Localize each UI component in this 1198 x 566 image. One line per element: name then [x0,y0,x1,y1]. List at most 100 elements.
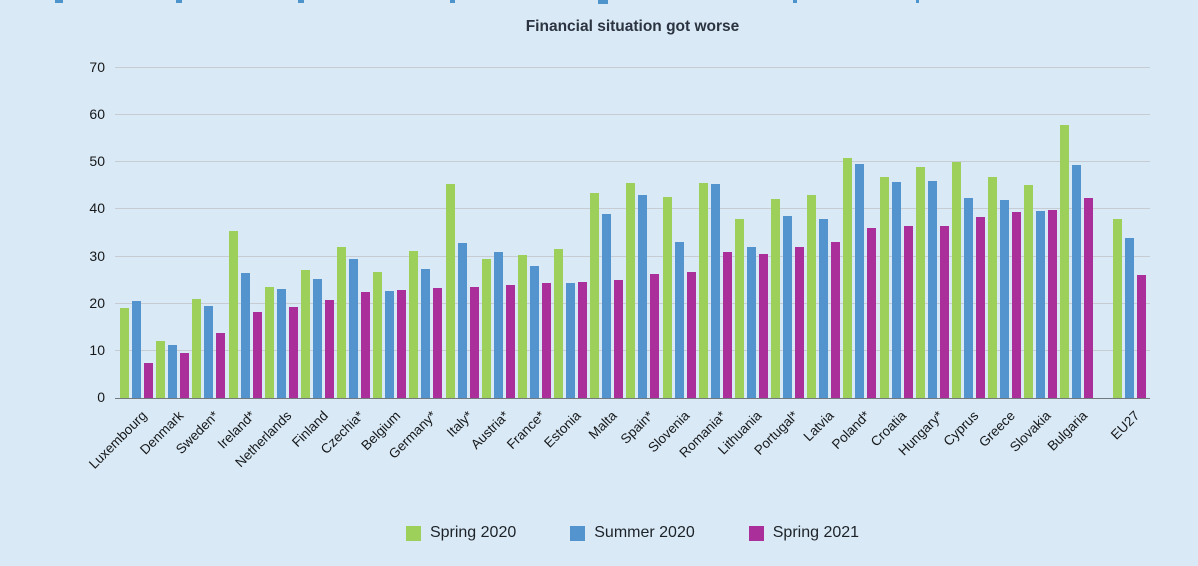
bar-spring-2021 [650,273,660,398]
bar-spring-2021 [144,362,153,398]
bar-groups: Luxembourg Denmark Sweden* Ireland* Netherla… [86,68,1150,472]
bar-group-slovakia: Slovakia [1007,68,1058,455]
bar-group-romania: Romania* [676,68,732,461]
bar-spring-2021 [903,226,913,398]
y-axis: 0 10 20 30 40 50 60 70 [0,60,105,404]
bar-summer-2020 [891,182,901,398]
bar-summer-2020 [385,291,395,398]
x-axis-label: Poland* [829,408,874,453]
bar-spring-2020 [771,198,781,398]
x-axis-label: France* [503,408,548,453]
bar-group-denmark: Denmark [137,68,190,457]
bar-summer-2020 [204,306,214,398]
clipped-header-fragment [793,0,797,3]
bar-summer-2020 [602,214,612,398]
bar-spring-2021 [686,271,696,398]
bar-spring-2021 [469,287,479,398]
bar-summer-2020 [240,273,250,398]
clipped-header-fragment [598,0,608,4]
bar-spring-2021 [252,312,262,398]
legend-swatch [748,525,764,541]
bar-summer-2020 [529,266,539,398]
y-tick-label-70: 70 [89,59,105,75]
chart-title: Financial situation got worse [525,18,740,35]
legend: Spring 2020 Summer 2020 Spring 2021 [115,524,1150,542]
bar-spring-2020 [120,308,129,398]
bar-spring-2020 [807,195,817,398]
legend-item-summer-2020: Summer 2020 [570,524,695,542]
plot-area: Luxembourg Denmark Sweden* Ireland* Netherla… [86,67,1150,472]
bar-spring-2020 [698,182,708,398]
bar-spring-2021 [722,252,732,398]
bar-spring-2020 [228,231,238,398]
legend-label: Spring 2020 [429,524,517,541]
y-tick-label-50: 50 [89,153,105,170]
bar-summer-2020 [819,218,829,398]
bar-group-lithuania: Lithuania [715,68,768,457]
x-axis-label: Malta [586,408,620,442]
bar-spring-2021 [831,242,841,398]
bar-spring-2020 [590,192,600,398]
legend-label: Spring 2021 [772,524,860,541]
bar-summer-2020 [276,289,286,398]
bar-summer-2020 [1072,165,1082,398]
bar-summer-2020 [1000,200,1010,398]
x-axis-label: Italy* [443,408,476,440]
legend-label: Summer 2020 [594,524,695,541]
bar-group-belgium: Belgium [358,68,407,453]
bar-group-ireland: Ireland* [215,68,262,452]
bar-spring-2020 [662,196,672,398]
bar-summer-2020 [1036,210,1046,398]
bar-spring-2020 [156,341,166,398]
bar-summer-2020 [783,216,793,398]
bar-group-austria: Austria* [467,68,515,452]
bar-spring-2020 [445,183,455,398]
clipped-header-fragment [176,0,182,3]
bar-spring-2020 [264,287,274,398]
bar-group-netherlands: Netherlands [232,68,298,470]
bar-spring-2021 [1136,274,1146,398]
bar-spring-2021 [505,284,515,398]
bar-spring-2020 [915,167,925,398]
bar-summer-2020 [855,163,865,398]
bar-spring-2021 [288,306,298,398]
x-axis-label: Estonia [541,408,584,451]
x-axis-label: Cyprus [940,408,982,449]
bar-spring-2021 [578,282,588,398]
bar-spring-2020 [951,162,961,398]
bar-spring-2020 [734,219,744,398]
bar-spring-2021 [975,217,985,398]
x-axis-label: Austria* [467,408,512,453]
bar-group-greece: Greece [976,68,1022,450]
bar-spring-2021 [1012,212,1022,398]
bar-spring-2021 [758,253,768,398]
bar-group-cyprus: Cyprus [941,68,985,449]
bar-group-portugal: Portugal* [751,68,805,458]
bar-spring-2020 [337,247,347,398]
bar-group-finland: Finland [289,68,334,450]
bar-spring-2020 [373,272,383,398]
clipped-header-fragment [450,0,455,3]
bar-group-czechia: Czechia* [318,68,371,457]
y-tick-label-0: 0 [97,389,105,405]
bar-summer-2020 [312,278,322,398]
legend-swatch [570,525,586,541]
bar-spring-2020 [481,258,491,398]
bar-spring-2021 [1084,198,1094,398]
bar-spring-2021 [397,289,407,398]
y-tick-label-30: 30 [89,247,105,264]
bar-spring-2021 [939,226,949,398]
bar-spring-2020 [409,250,419,398]
bar-spring-2020 [843,158,853,398]
clipped-header-fragment [55,0,63,3]
bar-spring-2021 [216,332,226,398]
bar-spring-2021 [361,292,371,398]
bar-group-germany: Germany* [386,68,443,462]
bar-group-malta: Malta [586,68,624,442]
bar-spring-2020 [1024,184,1034,398]
gridline-70 [115,67,1150,68]
clipped-header-fragment [916,0,919,3]
y-tick-label-40: 40 [89,200,105,217]
bar-group-bulgaria: Bulgaria [1045,68,1094,454]
